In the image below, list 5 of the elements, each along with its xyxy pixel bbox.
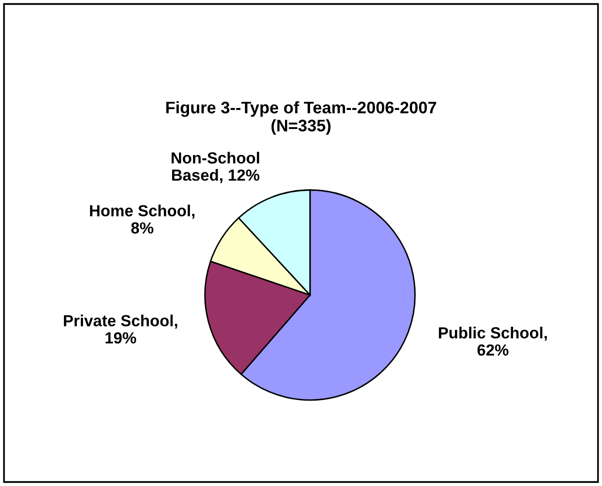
slice-label: Home School, 8% — [90, 204, 194, 234]
slice-label: Public School, 62% — [438, 326, 547, 356]
slice-label: Private School, 19% — [64, 314, 178, 344]
slice-label: Non-School Based, 12% — [172, 152, 260, 184]
chart-title: Figure 3--Type of Team--2006-2007 (N=335) — [166, 101, 436, 135]
